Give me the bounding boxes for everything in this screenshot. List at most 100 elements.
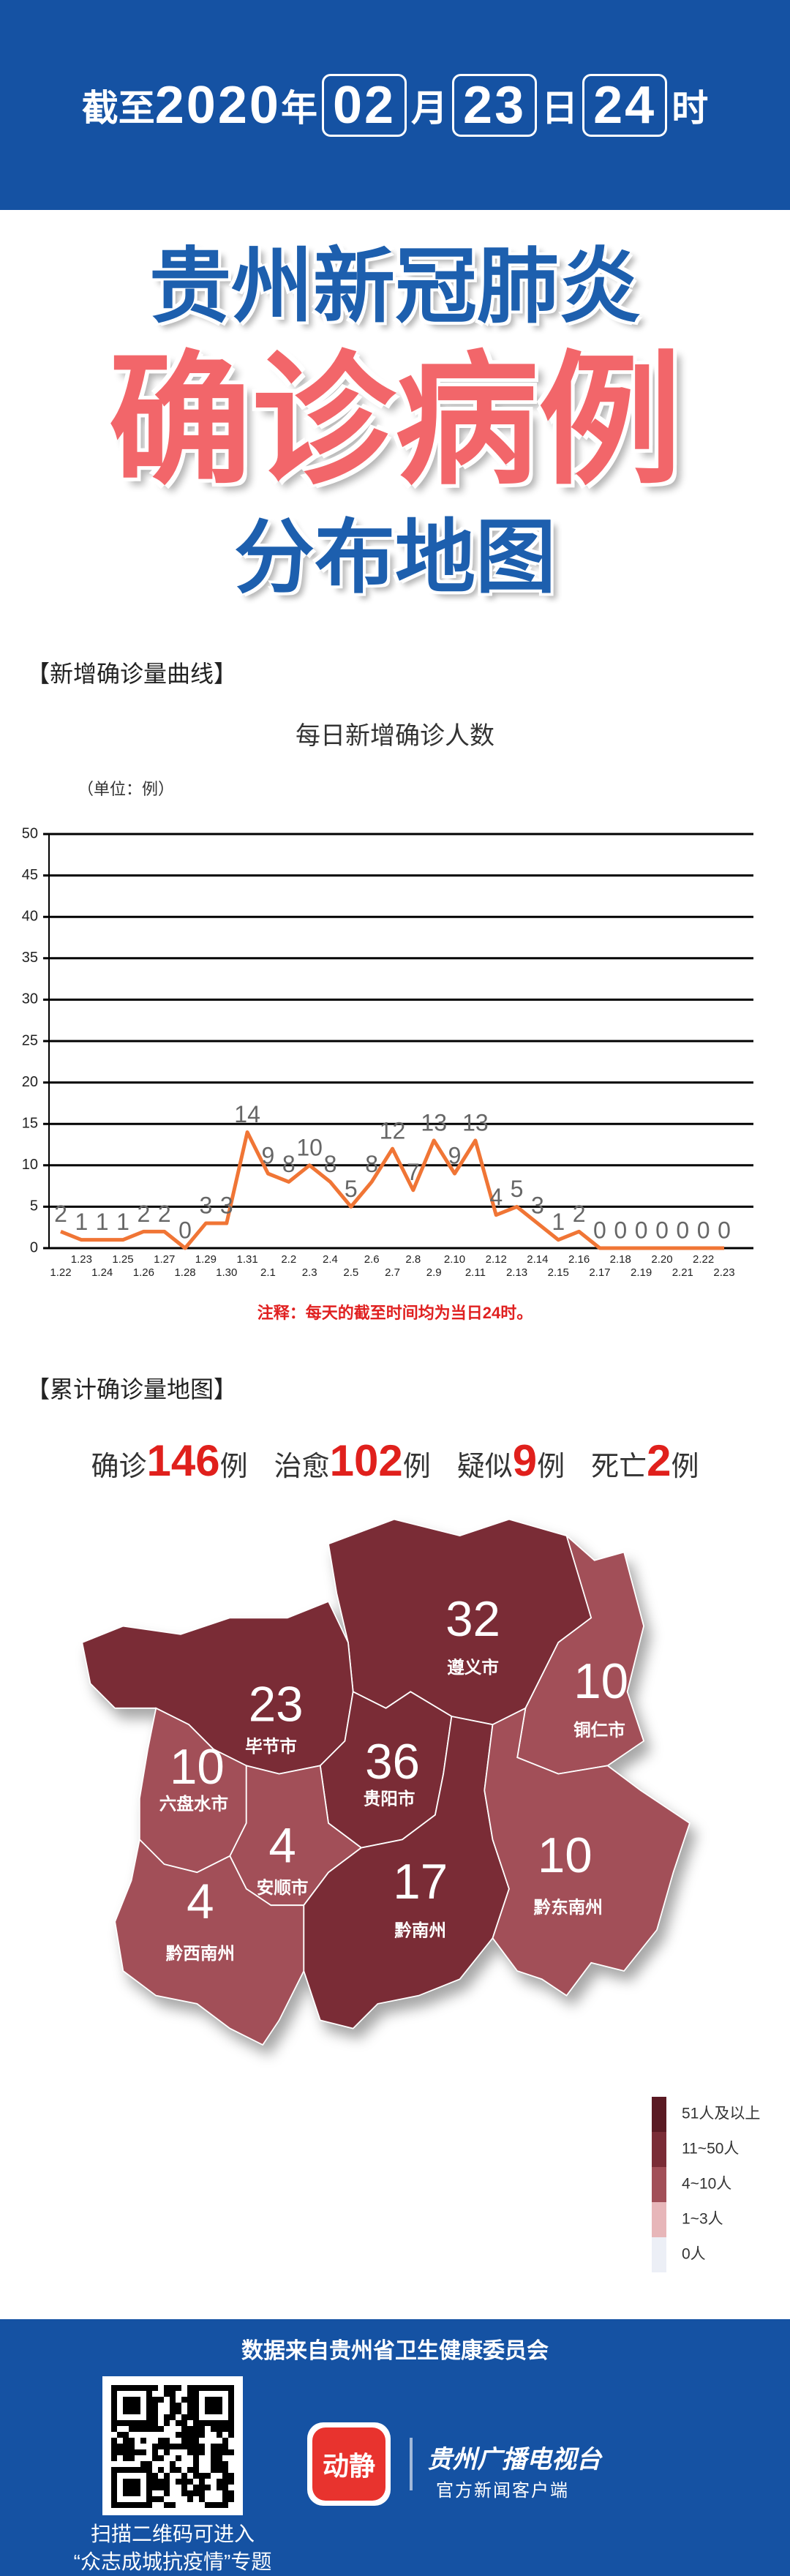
value-label: 10: [296, 1134, 323, 1160]
qr-module: [193, 2426, 199, 2432]
region-name: 安顺市: [257, 1877, 309, 1897]
qr-module: [111, 2449, 117, 2455]
footer-source: 数据来自贵州省卫生健康委员会: [241, 2339, 549, 2363]
value-label: 3: [531, 1192, 544, 1218]
qr-module: [222, 2444, 228, 2449]
x-tick-label: 2.20: [651, 1253, 672, 1266]
summary-label: 治愈: [274, 1452, 330, 1482]
legend-label: 51人及以上: [682, 2106, 760, 2122]
qr-module: [187, 2467, 193, 2473]
qr-module: [211, 2449, 217, 2455]
qr-module: [205, 2485, 211, 2490]
summary-item: 疑似9例: [457, 1435, 565, 1486]
qr-module: [199, 2473, 205, 2479]
legend-swatch: [652, 2167, 666, 2202]
qr-module: [193, 2485, 199, 2490]
summary-label: 死亡: [591, 1452, 647, 1482]
qr-module: [170, 2397, 176, 2403]
qr-module: [170, 2385, 176, 2391]
region-value: 10: [170, 1740, 225, 1795]
title-line: 贵州新冠肺炎: [149, 241, 641, 332]
divider: [410, 2438, 413, 2490]
region-name: 黔南州: [394, 1920, 446, 1939]
qr-module: [152, 2485, 158, 2490]
qr-module: [187, 2490, 193, 2496]
value-label: 13: [462, 1109, 489, 1135]
qr-module: [181, 2490, 187, 2496]
qr-module: [176, 2385, 181, 2391]
y-tick-label: 20: [22, 1074, 38, 1090]
qr-module: [187, 2426, 193, 2432]
qr-module: [193, 2438, 199, 2444]
logo-box: 动静: [307, 2422, 391, 2506]
x-tick-label: 2.11: [465, 1266, 486, 1279]
y-tick-label: 25: [22, 1032, 38, 1048]
summary-item: 确诊146例: [91, 1435, 247, 1486]
region-value: 10: [573, 1654, 628, 1709]
qr-module: [140, 2449, 146, 2455]
x-tick-label: 2.17: [589, 1266, 610, 1279]
qr-module: [199, 2426, 205, 2432]
qr-module: [211, 2461, 217, 2467]
qr-module: [187, 2496, 193, 2502]
qr-module: [158, 2496, 164, 2502]
qr-module: [170, 2461, 176, 2467]
qr-module: [129, 2438, 135, 2444]
qr-module: [181, 2426, 187, 2432]
qr-module: [158, 2455, 164, 2461]
qr-module: [111, 2455, 117, 2461]
qr-module: [152, 2397, 158, 2403]
qr-module: [176, 2444, 181, 2449]
qr-module: [152, 2479, 158, 2485]
x-tick-label: 2.14: [527, 1253, 548, 1266]
header-month: 02: [321, 73, 407, 137]
qr-module: [140, 2438, 146, 2444]
qr-module: [164, 2502, 170, 2508]
qr-module: [193, 2449, 199, 2455]
qr-module: [199, 2496, 205, 2502]
qr-module: [152, 2455, 158, 2461]
data-line: [60, 1130, 724, 1250]
qr-module: [176, 2455, 181, 2461]
chart-area: 每日新增确诊人数（单位：例）051015202530354045501.2221…: [22, 722, 760, 2272]
x-tick-label: 1.27: [154, 1253, 175, 1266]
qr-module: [199, 2432, 205, 2438]
qr-module: [181, 2397, 187, 2403]
qr-finder: [123, 2397, 140, 2414]
qr-module: [228, 2490, 234, 2496]
qr-module: [117, 2449, 123, 2455]
value-label: 1: [96, 1209, 109, 1235]
region-name: 贵阳市: [364, 1789, 415, 1809]
qr-module: [187, 2479, 193, 2485]
qr-module: [211, 2502, 217, 2508]
x-tick-label: 1.23: [71, 1253, 92, 1266]
qr-module: [123, 2449, 129, 2455]
region-value: 23: [249, 1678, 304, 1732]
summary-item: 治愈102例: [274, 1435, 431, 1486]
qr-module: [123, 2438, 129, 2444]
qr-module: [170, 2408, 176, 2414]
qr-finder: [205, 2397, 222, 2414]
x-tick-label: 2.18: [610, 1253, 631, 1266]
qr-module: [205, 2502, 211, 2508]
summary-unit: 例: [219, 1452, 248, 1482]
qr-module: [217, 2449, 222, 2455]
x-tick-label: 1.28: [174, 1266, 195, 1279]
qr-module: [222, 2461, 228, 2467]
qr-module: [152, 2449, 158, 2455]
qr-module: [170, 2414, 176, 2420]
value-label: 5: [511, 1176, 524, 1202]
value-label: 12: [380, 1118, 406, 1144]
qr-module: [187, 2385, 193, 2391]
qr-module: [146, 2426, 152, 2432]
summary-item: 死亡2例: [591, 1435, 699, 1486]
qr-module: [129, 2444, 135, 2449]
y-tick-label: 50: [22, 825, 38, 841]
summary-value: 102: [329, 1436, 403, 1485]
footer: 数据来自贵州省卫生健康委员会 扫描二维码可进入 “众志成城抗疫情”专题 动静 贵…: [0, 2319, 790, 2576]
y-tick-label: 30: [22, 991, 38, 1007]
value-label: 1: [75, 1209, 88, 1235]
x-tick-label: 1.31: [236, 1253, 257, 1266]
legend-label: 1~3人: [682, 2211, 723, 2228]
qr-module: [164, 2485, 170, 2490]
